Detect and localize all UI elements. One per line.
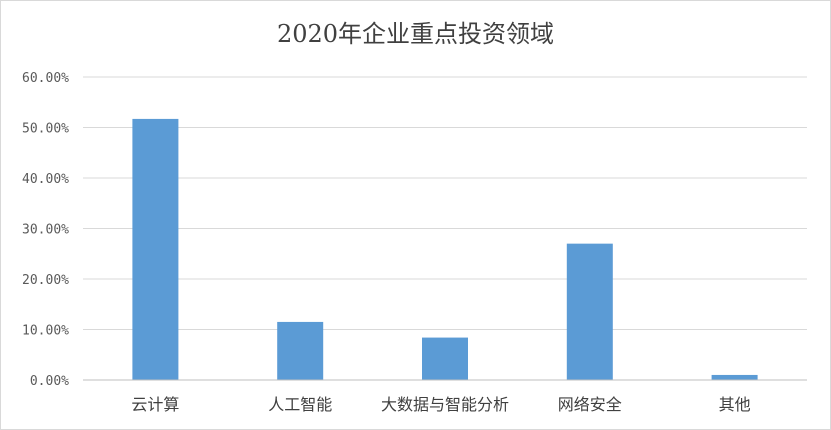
y-tick-label: 10.00% [22, 324, 69, 339]
y-tick-label: 50.00% [22, 122, 69, 137]
bar [422, 337, 468, 380]
x-category-label: 云计算 [131, 395, 179, 414]
bar [711, 374, 758, 380]
x-category-label: 网络安全 [558, 395, 622, 414]
y-tick-label: 0.00% [30, 374, 69, 389]
y-tick-label: 30.00% [22, 223, 69, 238]
y-tick-label: 60.00% [22, 71, 69, 86]
x-category-label: 人工智能 [268, 395, 332, 414]
x-category-label: 其他 [719, 395, 751, 414]
bar [277, 321, 324, 380]
y-tick-label: 20.00% [22, 273, 69, 288]
bar [566, 243, 613, 380]
bar [132, 118, 179, 380]
x-category-label: 大数据与智能分析 [381, 395, 509, 414]
y-tick-label: 40.00% [22, 172, 69, 187]
chart-title: 2020年企业重点投资领域 [276, 20, 555, 48]
